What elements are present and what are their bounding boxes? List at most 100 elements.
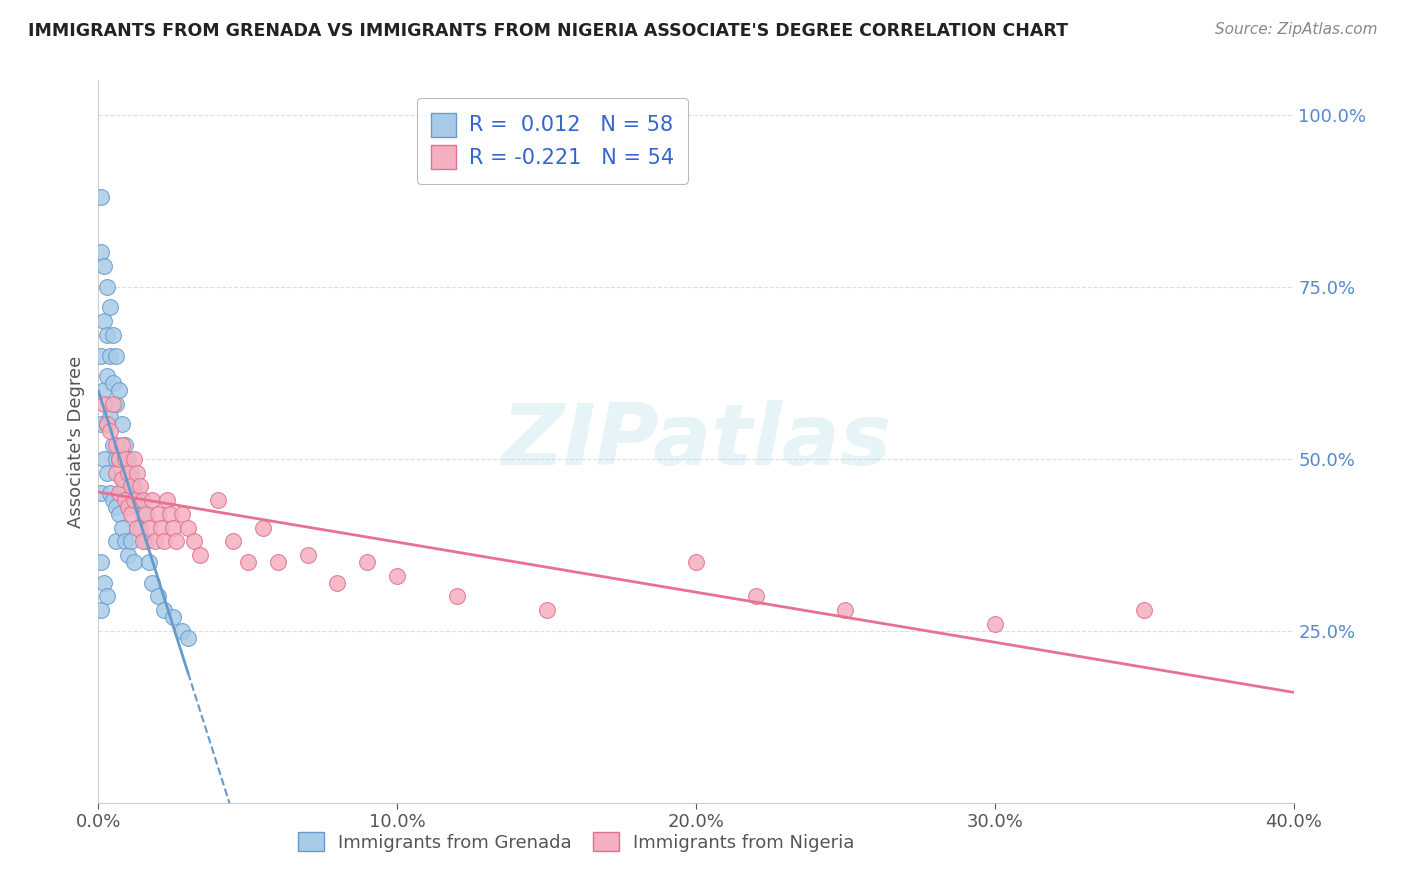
Text: Source: ZipAtlas.com: Source: ZipAtlas.com	[1215, 22, 1378, 37]
Point	[129, 479, 152, 493]
Point	[132, 507, 155, 521]
Point	[103, 327, 125, 342]
Point	[90, 417, 112, 432]
Point	[90, 245, 112, 260]
Point	[103, 397, 125, 411]
Point	[984, 616, 1007, 631]
Point	[148, 507, 170, 521]
Point	[153, 603, 176, 617]
Text: ZIPatlas: ZIPatlas	[501, 400, 891, 483]
Point	[117, 548, 139, 562]
Point	[143, 534, 166, 549]
Point	[98, 486, 122, 500]
Point	[150, 520, 173, 534]
Point	[834, 603, 856, 617]
Point	[162, 610, 184, 624]
Point	[117, 493, 139, 508]
Point	[124, 555, 146, 569]
Point	[162, 520, 184, 534]
Point	[132, 534, 155, 549]
Point	[93, 575, 115, 590]
Point	[105, 397, 128, 411]
Point	[207, 493, 229, 508]
Point	[141, 493, 163, 508]
Point	[108, 507, 131, 521]
Point	[129, 520, 152, 534]
Legend: Immigrants from Grenada, Immigrants from Nigeria: Immigrants from Grenada, Immigrants from…	[291, 825, 862, 859]
Point	[183, 534, 205, 549]
Point	[177, 520, 200, 534]
Point	[93, 451, 115, 466]
Point	[1133, 603, 1156, 617]
Point	[105, 438, 128, 452]
Point	[111, 417, 134, 432]
Point	[156, 493, 179, 508]
Point	[120, 534, 142, 549]
Point	[90, 486, 112, 500]
Point	[685, 555, 707, 569]
Point	[117, 466, 139, 480]
Point	[188, 548, 211, 562]
Point	[159, 507, 181, 521]
Point	[117, 451, 139, 466]
Point	[93, 397, 115, 411]
Point	[138, 520, 160, 534]
Point	[105, 349, 128, 363]
Point	[124, 451, 146, 466]
Point	[103, 438, 125, 452]
Point	[127, 466, 149, 480]
Point	[96, 327, 118, 342]
Point	[90, 603, 112, 617]
Point	[153, 534, 176, 549]
Point	[135, 534, 157, 549]
Point	[103, 376, 125, 390]
Point	[111, 472, 134, 486]
Point	[120, 479, 142, 493]
Point	[96, 466, 118, 480]
Point	[114, 534, 136, 549]
Point	[98, 349, 122, 363]
Point	[96, 369, 118, 384]
Point	[177, 631, 200, 645]
Point	[141, 575, 163, 590]
Point	[93, 314, 115, 328]
Point	[105, 534, 128, 549]
Point	[385, 568, 409, 582]
Point	[108, 451, 131, 466]
Point	[108, 486, 131, 500]
Point	[108, 383, 131, 397]
Point	[252, 520, 274, 534]
Point	[117, 500, 139, 514]
Text: IMMIGRANTS FROM GRENADA VS IMMIGRANTS FROM NIGERIA ASSOCIATE'S DEGREE CORRELATIO: IMMIGRANTS FROM GRENADA VS IMMIGRANTS FR…	[28, 22, 1069, 40]
Point	[111, 472, 134, 486]
Point	[96, 417, 118, 432]
Point	[108, 451, 131, 466]
Point	[103, 493, 125, 508]
Y-axis label: Associate's Degree: Associate's Degree	[66, 355, 84, 528]
Point	[172, 624, 194, 638]
Point	[326, 575, 349, 590]
Point	[127, 493, 149, 508]
Point	[446, 590, 468, 604]
Point	[90, 349, 112, 363]
Point	[138, 555, 160, 569]
Point	[105, 451, 128, 466]
Point	[111, 438, 134, 452]
Point	[297, 548, 319, 562]
Point	[135, 507, 157, 521]
Point	[114, 451, 136, 466]
Point	[356, 555, 378, 569]
Point	[165, 534, 187, 549]
Point	[745, 590, 768, 604]
Point	[267, 555, 290, 569]
Point	[105, 466, 128, 480]
Point	[90, 555, 112, 569]
Point	[105, 500, 128, 514]
Point	[536, 603, 558, 617]
Point	[114, 493, 136, 508]
Point	[98, 424, 122, 438]
Point	[236, 555, 259, 569]
Point	[172, 507, 194, 521]
Point	[124, 479, 146, 493]
Point	[98, 301, 122, 315]
